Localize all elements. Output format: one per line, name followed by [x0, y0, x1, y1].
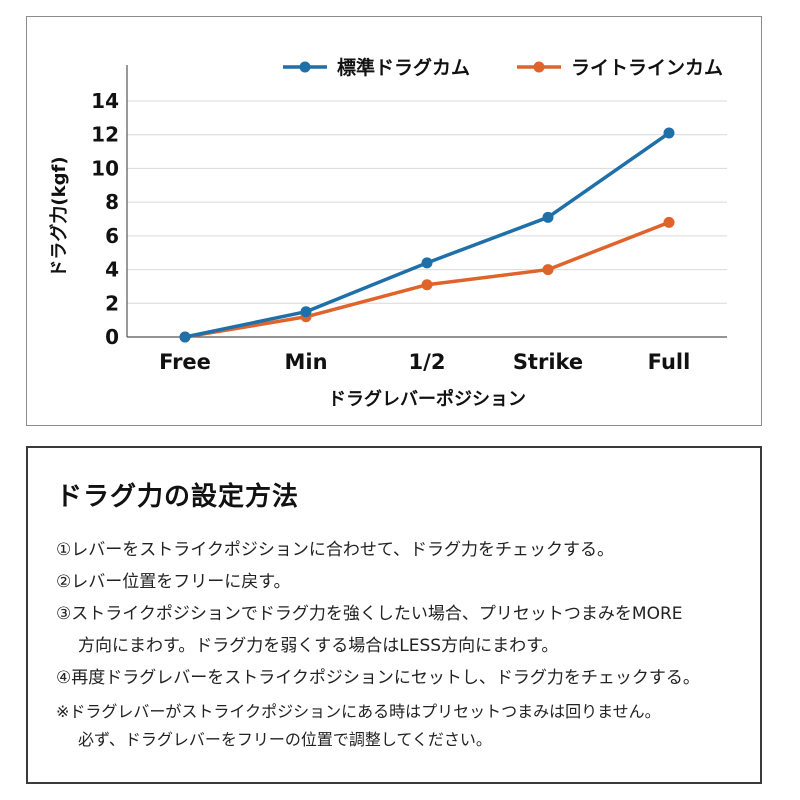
settings-title: ドラグ力の設定方法	[56, 482, 300, 512]
data-point	[542, 211, 554, 223]
y-tick-label: 4	[105, 258, 119, 282]
legend-swatch-marker	[533, 61, 545, 73]
chart-panel: 0 2 4 6 8 10 12 14 Free Min 1/2 Strike Full ドラグレバーポジシ…	[26, 16, 762, 426]
data-point	[421, 279, 433, 291]
x-tick-label: Strike	[513, 350, 583, 374]
x-axis-title: ドラグレバーポジション	[328, 388, 526, 410]
note: ※ドラグレバーがストライクポジションにある時はプリセットつまみは回りません。 必…	[56, 698, 700, 754]
step-line: ③ストライクポジションでドラグ力を強くしたい場合、プリセットつまみをMORE	[56, 604, 683, 624]
data-point	[663, 127, 675, 139]
note-line: ※ドラグレバーがストライクポジションにある時はプリセットつまみは回りません。	[56, 702, 661, 721]
x-tick-label: 1/2	[409, 350, 446, 374]
y-tick-label: 8	[105, 190, 119, 214]
step-item: ③ストライクポジションでドラグ力を強くしたい場合、プリセットつまみをMORE 方…	[56, 598, 700, 662]
x-tick-label: Free	[159, 350, 211, 374]
step-item: ②レバー位置をフリーに戻す。	[56, 566, 700, 598]
step-line: ②レバー位置をフリーに戻す。	[56, 572, 291, 592]
legend-label: 標準ドラグカム	[337, 56, 470, 79]
series-line	[184, 131, 671, 339]
note-line-continued: 必ず、ドラグレバーをフリーの位置で調整してください。	[78, 730, 492, 749]
step-line-continued: 方向にまわす。ドラグ力を弱くする場合はLESS方向にまわす。	[78, 636, 559, 656]
data-point	[663, 216, 675, 228]
settings-panel: ドラグ力の設定方法 ①レバーをストライクポジションに合わせて、ドラグ力をチェック…	[26, 446, 762, 784]
step-item: ④再度ドラグレバーをストライクポジションにセットし、ドラグ力をチェックする。	[56, 662, 700, 694]
data-point	[300, 306, 312, 318]
legend-swatch-marker	[299, 61, 311, 73]
data-point	[421, 257, 433, 269]
step-item: ①レバーをストライクポジションに合わせて、ドラグ力をチェックする。	[56, 534, 700, 566]
y-tick-label: 6	[105, 224, 119, 248]
y-tick-label: 2	[105, 291, 119, 315]
y-tick-label: 12	[91, 123, 119, 147]
legend-label: ライトラインカム	[571, 57, 723, 79]
step-line: ④再度ドラグレバーをストライクポジションにセットし、ドラグ力をチェックする。	[56, 668, 700, 688]
y-tick-label: 0	[105, 325, 119, 349]
drag-force-line-chart: 0 2 4 6 8 10 12 14 Free Min 1/2 Strike Full ドラグレバーポジシ…	[48, 56, 727, 410]
step-line: ①レバーをストライクポジションに合わせて、ドラグ力をチェックする。	[56, 540, 615, 560]
data-point	[542, 264, 554, 276]
x-tick-label: Full	[648, 350, 691, 374]
data-point	[179, 331, 191, 343]
x-tick-label: Min	[284, 350, 327, 374]
step-list: ①レバーをストライクポジションに合わせて、ドラグ力をチェックする。 ②レバー位置…	[56, 534, 700, 754]
y-tick-label: 10	[91, 156, 119, 180]
y-axis-title: ドラグ力(kgf)	[48, 156, 70, 277]
y-tick-label: 14	[91, 89, 119, 113]
